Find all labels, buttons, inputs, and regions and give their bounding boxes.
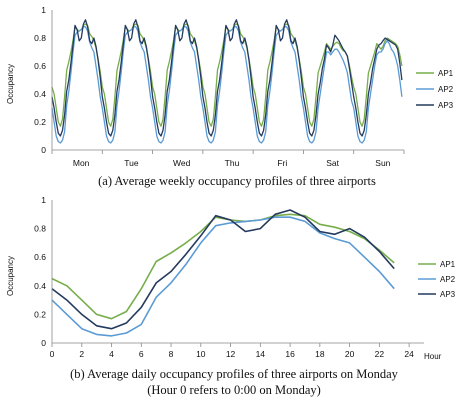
chart-b-y-tick-label-3: 0.6 [34, 252, 46, 262]
chart-b-x-tick-label-11: 22 [375, 349, 385, 359]
chart-b-y-tick-label-2: 0.4 [34, 281, 46, 291]
chart-a-x-tick-label-sun: Sun [375, 158, 390, 168]
chart-b-series-line-ap3 [51, 209, 395, 330]
chart-a-y-tick-label-1: 0.2 [34, 117, 46, 127]
chart-b-series [51, 209, 395, 337]
chart-b-x-tick-label-9: 18 [315, 349, 325, 359]
chart-b-legend-label-ap2: AP2 [440, 275, 456, 284]
chart-a-series-line-ap2 [51, 26, 403, 144]
chart-b-y-tick-label-1: 0.2 [34, 309, 46, 319]
chart-b-x-ticks: 0 2 4 6 8 10 12 14 16 18 20 22 24 [50, 343, 414, 359]
chart-b-x-tick-label-4: 8 [169, 349, 174, 359]
chart-a-x-tick-label-wed: Wed [173, 158, 191, 168]
chart-b-x-tick-label-2: 4 [109, 349, 114, 359]
chart-b-y-tick-label-5: 1 [41, 195, 46, 205]
chart-b-legend: AP1 AP2 AP3 [418, 260, 456, 299]
chart-b-x-tick-label-12: 24 [404, 349, 414, 359]
chart-a-y-ticks: 0 0.2 0.4 0.6 0.8 1 [34, 5, 46, 155]
chart-b-x-tick-label-6: 12 [226, 349, 236, 359]
chart-b-y-ticks: 0 0.2 0.4 0.6 0.8 1 [34, 195, 46, 348]
chart-a-ylabel: Occupancy [6, 64, 15, 104]
chart-a-x-tick-label-mon: Mon [73, 158, 90, 168]
chart-b-y-tick-label-4: 0.8 [34, 224, 46, 234]
weekly-occupancy-chart: Occupancy 0 0.2 0.4 0.6 0.8 1 Mon Tue Wed Thu Fri… [6, 5, 454, 188]
chart-a-x-tick-label-sat: Sat [326, 158, 339, 168]
chart-b-legend-label-ap3: AP3 [440, 290, 456, 299]
chart-b-x-tick-label-5: 10 [196, 349, 206, 359]
chart-a-y-tick-label-5: 1 [41, 5, 46, 15]
chart-b-axes [51, 200, 424, 344]
chart-a-x-tick-label-tue: Tue [124, 158, 139, 168]
chart-b-caption-line1: (b) Average daily occupancy profiles of … [70, 367, 399, 381]
chart-b-x-tick-label-8: 16 [285, 349, 295, 359]
chart-a-y-tick-label-0: 0 [41, 145, 46, 155]
chart-b-series-line-ap1 [51, 213, 395, 320]
chart-a-y-tick-label-4: 0.8 [34, 33, 46, 43]
chart-a-legend: AP1 AP2 AP3 [416, 69, 454, 110]
chart-a-series-line-ap3 [51, 19, 403, 137]
chart-a-legend-label-ap2: AP2 [438, 85, 454, 94]
chart-a-y-tick-label-2: 0.4 [34, 89, 46, 99]
chart-a-caption: (a) Average weekly occupancy profiles of… [98, 174, 376, 188]
chart-b-y-tick-label-0: 0 [41, 338, 46, 348]
chart-a-legend-label-ap1: AP1 [438, 69, 454, 78]
chart-b-caption-line2: (Hour 0 refers to 0:00 on Monday) [147, 383, 321, 397]
chart-b-legend-label-ap1: AP1 [440, 260, 456, 269]
chart-b-x-tick-label-10: 20 [345, 349, 355, 359]
chart-b-x-tick-label-3: 6 [139, 349, 144, 359]
chart-b-ylabel: Occupancy [6, 256, 15, 296]
chart-a-axes [51, 10, 404, 151]
monday-occupancy-chart: Occupancy Hour 00.20.40.60.81 0 2 4 6 8 10 12 1… [6, 195, 456, 397]
chart-a-legend-label-ap3: AP3 [438, 101, 454, 110]
chart-b-x-tick-label-7: 14 [256, 349, 266, 359]
chart-b-xlabel: Hour [424, 352, 442, 361]
chart-a-x-tick-label-thu: Thu [225, 158, 240, 168]
chart-b-series-line-ap2 [51, 216, 395, 337]
chart-a-series [51, 19, 403, 144]
chart-a-y-tick-label-3: 0.6 [34, 61, 46, 71]
chart-b-x-tick-label-1: 2 [79, 349, 84, 359]
chart-a-x-tick-label-fri: Fri [277, 158, 287, 168]
chart-a-x-ticks: Mon Tue Wed Thu Fri Sat Sun [51, 150, 405, 168]
chart-b-x-tick-label-0: 0 [50, 349, 55, 359]
